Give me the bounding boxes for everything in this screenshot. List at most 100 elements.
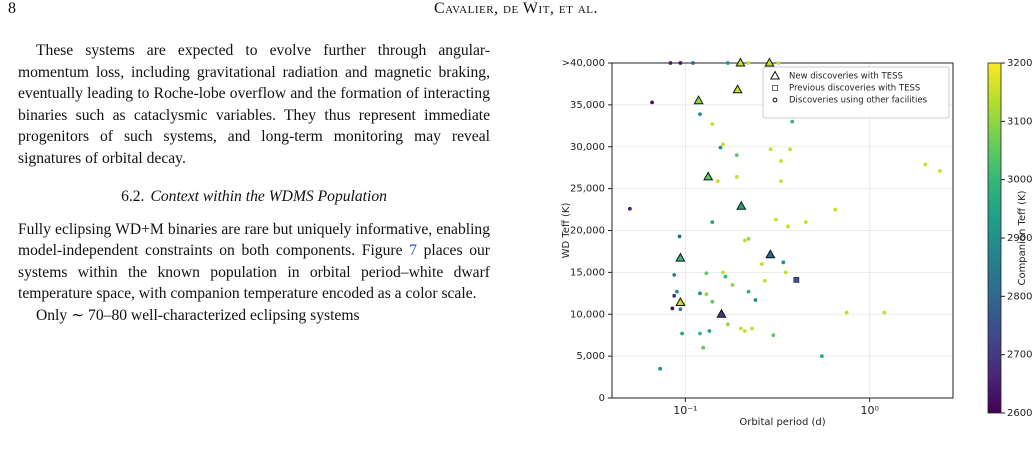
point bbox=[746, 236, 751, 241]
paragraph: These systems are expected to evolve fur… bbox=[18, 42, 490, 167]
point bbox=[675, 289, 679, 294]
point bbox=[923, 162, 928, 167]
point bbox=[721, 270, 725, 275]
legend-label: New discoveries with TESS bbox=[789, 72, 903, 82]
point bbox=[742, 329, 747, 333]
point bbox=[762, 278, 767, 283]
point bbox=[710, 299, 715, 304]
point bbox=[691, 61, 695, 65]
x-tick-label: 10⁻¹ bbox=[673, 404, 697, 417]
point bbox=[759, 262, 764, 266]
x-tick-label: 10⁰ bbox=[861, 404, 880, 417]
point bbox=[882, 310, 887, 315]
point bbox=[844, 310, 849, 315]
text-column: These systems are expected to evolve fur… bbox=[18, 40, 490, 326]
colorbar-tick-label: 3100 bbox=[1007, 116, 1032, 127]
point bbox=[790, 119, 795, 124]
point bbox=[693, 95, 704, 105]
point bbox=[746, 289, 751, 294]
page-number: 8 bbox=[8, 0, 16, 17]
point bbox=[675, 297, 686, 307]
point bbox=[742, 238, 747, 243]
point bbox=[704, 292, 709, 297]
figure-link[interactable]: 7 bbox=[409, 242, 417, 259]
point bbox=[675, 252, 686, 262]
point bbox=[771, 333, 776, 338]
point bbox=[786, 224, 790, 229]
colorbar-tick-label: 2800 bbox=[1007, 291, 1032, 302]
legend-label: Discoveries using other facilities bbox=[789, 96, 928, 106]
section-heading: 6.2. Context within the WDMS Population bbox=[18, 186, 490, 208]
point bbox=[753, 298, 758, 302]
point bbox=[736, 200, 747, 210]
legend-box bbox=[762, 66, 950, 119]
point bbox=[704, 271, 709, 276]
point bbox=[774, 217, 778, 222]
section-number: 6.2. bbox=[121, 188, 145, 205]
point bbox=[750, 326, 754, 331]
point bbox=[668, 61, 673, 65]
colorbar-tick-label: 2900 bbox=[1007, 233, 1032, 244]
section-title: Context within the WDMS Population bbox=[150, 188, 387, 205]
point bbox=[707, 329, 712, 333]
point bbox=[803, 220, 808, 225]
point bbox=[779, 179, 783, 183]
y-tick-label: 15,000 bbox=[570, 267, 605, 278]
point bbox=[730, 283, 735, 287]
y-tick-label: 30,000 bbox=[570, 142, 605, 153]
point bbox=[678, 61, 683, 65]
point bbox=[716, 308, 727, 318]
point bbox=[779, 159, 783, 163]
point bbox=[738, 326, 743, 331]
point bbox=[698, 112, 702, 116]
colorbar-tick-label: 2600 bbox=[1007, 408, 1032, 419]
point bbox=[735, 57, 746, 67]
point bbox=[680, 331, 684, 336]
point bbox=[698, 291, 702, 296]
point bbox=[819, 354, 824, 359]
point bbox=[672, 293, 677, 298]
point bbox=[734, 175, 739, 179]
paragraph: Only ∼ 70–80 well-characterized eclipsin… bbox=[36, 306, 360, 324]
colorbar bbox=[987, 62, 1002, 414]
point bbox=[672, 272, 677, 277]
point bbox=[658, 366, 663, 371]
y-tick-label: 25,000 bbox=[570, 184, 605, 195]
point bbox=[776, 61, 781, 65]
point bbox=[677, 234, 682, 239]
y-tick-label: 10,000 bbox=[570, 309, 605, 320]
y-tick-label: >40,000 bbox=[562, 58, 605, 69]
point bbox=[734, 153, 739, 158]
colorbar-tick-label: 3000 bbox=[1007, 175, 1032, 186]
point bbox=[650, 100, 654, 105]
point bbox=[718, 145, 723, 150]
point bbox=[833, 207, 838, 212]
point bbox=[710, 220, 715, 225]
legend-marker bbox=[769, 70, 781, 80]
point bbox=[746, 61, 751, 65]
point bbox=[715, 179, 720, 183]
point bbox=[710, 122, 715, 127]
point bbox=[768, 147, 773, 152]
y-tick-label: 5,000 bbox=[576, 351, 605, 362]
y-axis-label: WD Teff (K) bbox=[561, 203, 572, 259]
point bbox=[723, 274, 728, 279]
point bbox=[670, 306, 675, 311]
x-axis-label: Orbital period (d) bbox=[739, 417, 825, 428]
point bbox=[725, 322, 730, 327]
colorbar-tick-label: 2700 bbox=[1007, 350, 1032, 361]
point bbox=[698, 331, 702, 336]
colorbar-label: Companion Teff (K) bbox=[1017, 190, 1028, 285]
text: Fully eclipsing WD+M binaries are rare b… bbox=[18, 220, 490, 260]
legend-label: Previous discoveries with TESS bbox=[789, 84, 920, 94]
point bbox=[732, 84, 743, 94]
point bbox=[793, 277, 800, 283]
legend-marker bbox=[772, 97, 778, 103]
paragraph: Fully eclipsing WD+M binaries are rare b… bbox=[18, 219, 490, 305]
point bbox=[627, 206, 632, 211]
point bbox=[765, 249, 776, 259]
y-tick-label: 20,000 bbox=[570, 226, 605, 237]
y-tick-label: 35,000 bbox=[570, 100, 605, 111]
